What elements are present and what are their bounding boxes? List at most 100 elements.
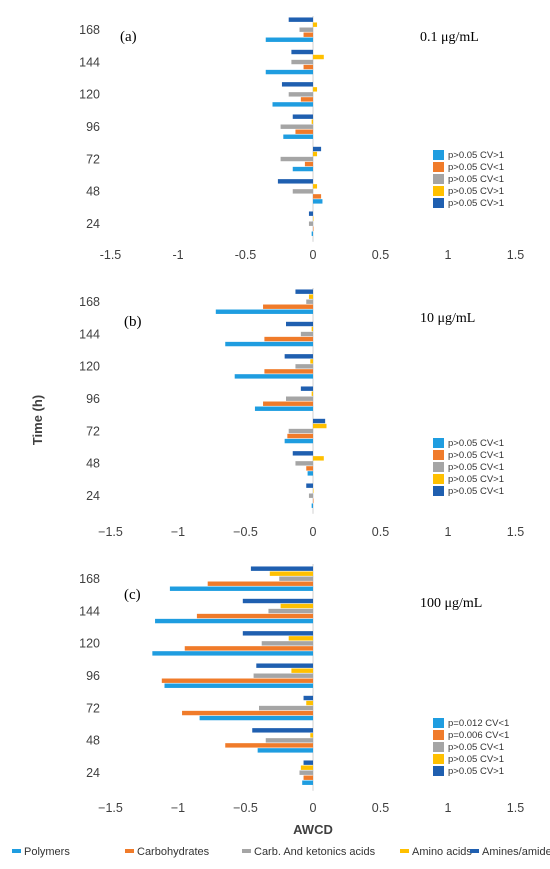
pvalue-label: p>0.05 CV<1 [448, 438, 504, 449]
bar [199, 715, 313, 721]
bar [303, 32, 313, 37]
x-tick-label: 1 [445, 801, 452, 815]
chart-panel-a: 24 48 72 96 120 144 168 -1.5 -1 -0.5 0 0.5 1 1.5 (a) 0.… [79, 16, 524, 262]
bar [225, 341, 313, 347]
bar [313, 87, 318, 92]
pvalue-swatch [433, 186, 444, 196]
bar [279, 576, 313, 581]
bar [313, 423, 327, 429]
y-tick-label: 24 [86, 766, 100, 780]
pvalue-swatch [433, 730, 444, 740]
pvalue-swatch [433, 150, 444, 160]
y-tick-label: 72 [86, 424, 100, 438]
bar [313, 456, 324, 461]
y-axis-title: Time (h) [30, 395, 45, 445]
pvalue-swatch [433, 162, 444, 172]
pvalue-label: p>0.05 CV>1 [448, 186, 504, 197]
bar [264, 336, 313, 342]
bar [286, 321, 313, 327]
x-tick-label: −0.5 [233, 801, 258, 815]
bar [299, 27, 313, 32]
bar [313, 22, 318, 27]
x-tick-label: 0.5 [372, 801, 389, 815]
pvalue-label: p>0.05 CV>1 [448, 766, 504, 777]
bar [291, 668, 313, 673]
bar [295, 461, 313, 466]
y-tick-label: 72 [86, 701, 100, 715]
bar [313, 184, 318, 189]
pvalue-swatch [433, 174, 444, 184]
pvalue-swatch [433, 766, 444, 776]
bar [284, 438, 313, 444]
bar [292, 451, 313, 456]
y-tick-label: 168 [79, 572, 100, 586]
bar [311, 503, 313, 508]
y-tick-label: 48 [86, 185, 100, 199]
x-tick-label: −1 [171, 525, 185, 539]
x-tick-label: 0.5 [372, 525, 389, 539]
legend-swatch [125, 849, 134, 853]
chart-panels: 24 48 72 96 120 144 168 -1.5 -1 -0.5 0 0.5 1 1.5 (a) 0.… [79, 16, 524, 815]
bar [265, 738, 313, 743]
x-tick-label: 0 [310, 525, 317, 539]
bar [234, 374, 313, 379]
bar [311, 231, 313, 236]
bar [313, 488, 314, 493]
legend-label: Carbohydrates [137, 846, 210, 858]
bar [196, 613, 313, 619]
legend-swatch [242, 849, 251, 853]
y-tick-label: 144 [79, 604, 100, 618]
pvalue-swatch [433, 718, 444, 728]
pvalue-label: p>0.05 CV<1 [448, 742, 504, 753]
bar [310, 733, 313, 738]
x-tick-label: 0 [310, 248, 317, 262]
bar [287, 433, 313, 439]
x-tick-label: 1.5 [507, 525, 524, 539]
y-tick-label: 24 [86, 489, 100, 503]
y-tick-label: 48 [86, 734, 100, 748]
pvalue-swatch [433, 450, 444, 460]
bar [295, 129, 313, 134]
x-tick-label: 0 [310, 801, 317, 815]
x-tick-label: −0.5 [233, 525, 258, 539]
bar [265, 69, 313, 75]
bar [265, 37, 313, 42]
x-tick-label: 1.5 [507, 248, 524, 262]
bar [152, 651, 313, 656]
y-tick-label: 48 [86, 457, 100, 471]
pvalue-swatch [433, 198, 444, 208]
bar [303, 64, 313, 70]
bar [161, 678, 313, 683]
y-tick-label: 72 [86, 152, 100, 166]
bar [252, 728, 313, 733]
bar [306, 483, 313, 488]
x-tick-label: 1 [445, 248, 452, 262]
bar [283, 134, 313, 139]
y-tick-label: 96 [86, 392, 100, 406]
bar [308, 493, 313, 498]
bar [304, 161, 313, 167]
bar [288, 636, 313, 641]
bar [313, 199, 323, 204]
x-tick-label: -0.5 [235, 248, 257, 262]
bar [292, 189, 313, 194]
pvalue-label: p>0.05 CV>1 [448, 474, 504, 485]
bar [286, 396, 313, 401]
x-axis-title: AWCD [293, 822, 333, 837]
y-tick-label: 120 [79, 360, 100, 374]
legend-swatch [470, 849, 479, 853]
bar [300, 386, 313, 391]
bar [313, 194, 322, 199]
bar [303, 775, 313, 780]
y-tick-label: 24 [86, 217, 100, 231]
x-tick-label: −1.5 [98, 525, 123, 539]
bar [269, 571, 313, 576]
y-tick-label: 120 [79, 88, 100, 102]
bar [313, 151, 318, 157]
concentration-label: 100 μg/mL [420, 596, 482, 611]
y-tick-label: 168 [79, 295, 100, 309]
bar [280, 156, 313, 162]
bar [313, 54, 324, 60]
bar [311, 326, 313, 332]
bar [169, 586, 313, 591]
